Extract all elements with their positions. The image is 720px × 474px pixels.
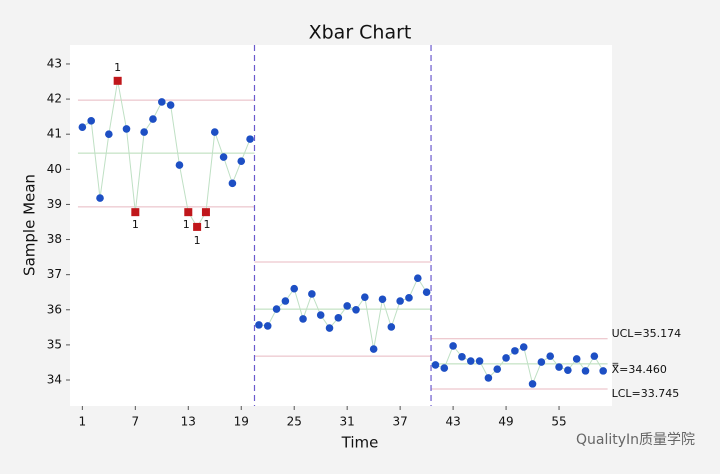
x-tick-label: 55 [551, 415, 566, 429]
y-axis-label: Sample Mean [21, 174, 39, 276]
flagged-point [201, 208, 210, 217]
data-point [590, 352, 599, 360]
data-point [237, 157, 246, 166]
data-point [405, 294, 413, 302]
x-axis-label: Time [341, 434, 379, 452]
data-point [325, 324, 334, 332]
data-point [537, 358, 546, 366]
data-point [149, 115, 157, 123]
data-point [546, 352, 555, 360]
data-point [210, 128, 219, 136]
flag-label: 1 [194, 234, 201, 247]
x-tick-label: 25 [287, 415, 302, 429]
x-tick-label: 1 [79, 415, 87, 429]
data-point [396, 297, 404, 305]
data-point [175, 161, 184, 169]
flag-label: 1 [203, 218, 210, 231]
y-tick-label: 38 [47, 232, 62, 246]
ucl-label: UCL=35.174 [612, 327, 682, 340]
data-point [166, 101, 175, 109]
data-point [475, 357, 484, 365]
data-point [458, 353, 466, 361]
data-point [431, 361, 440, 369]
data-point [255, 321, 263, 329]
data-point [281, 297, 290, 305]
data-point [484, 374, 493, 382]
y-tick-label: 35 [47, 337, 62, 351]
data-point [78, 123, 87, 131]
y-tick-label: 34 [47, 373, 62, 387]
x-tick-label: 49 [498, 415, 513, 429]
data-point [140, 128, 148, 136]
data-point [105, 130, 113, 138]
data-point [599, 367, 607, 375]
data-point [422, 288, 431, 297]
flagged-point [184, 208, 193, 217]
x-tick-label: 7 [132, 415, 140, 429]
data-point [581, 367, 590, 375]
chart-title: Xbar Chart [309, 22, 412, 44]
data-point [361, 293, 369, 301]
data-line [82, 80, 251, 228]
x-tick-label: 31 [340, 415, 355, 429]
flagged-point [193, 222, 202, 231]
y-tick-label: 37 [47, 267, 62, 281]
data-point [519, 343, 528, 351]
flag-label: 1 [132, 218, 139, 231]
data-point [87, 117, 95, 125]
data-point [290, 284, 299, 293]
data-point [466, 357, 475, 365]
lcl-label: LCL=33.745 [612, 387, 680, 400]
data-point [564, 366, 572, 374]
plot-area [70, 45, 612, 406]
data-point [387, 323, 396, 331]
data-point [413, 274, 422, 282]
y-tick-label: 41 [47, 127, 62, 141]
flagged-point [131, 208, 140, 217]
data-point [352, 305, 360, 314]
data-point [378, 295, 387, 304]
data-point [369, 345, 378, 353]
data-point [528, 380, 537, 388]
y-tick-label: 39 [47, 197, 62, 211]
data-point [343, 302, 351, 310]
data-point [511, 347, 519, 355]
center-label: X̿=34.460 [612, 362, 667, 376]
data-point [246, 135, 254, 143]
data-point [96, 194, 104, 202]
data-point [572, 355, 581, 363]
data-point [493, 365, 502, 373]
data-point [555, 363, 563, 371]
x-tick-label: 13 [181, 415, 196, 429]
data-point [308, 290, 316, 298]
x-tick-label: 19 [234, 415, 249, 429]
data-point [440, 364, 449, 372]
data-point [272, 305, 281, 313]
data-point [449, 342, 457, 350]
data-point [122, 125, 131, 133]
y-tick-label: 43 [47, 56, 62, 70]
data-point [228, 179, 237, 188]
flag-label: 1 [114, 61, 121, 74]
data-point [502, 354, 510, 362]
y-tick-label: 36 [47, 302, 62, 316]
data-point [299, 315, 307, 323]
data-point [316, 311, 325, 319]
data-point [263, 322, 272, 330]
flag-label: 1 [183, 218, 190, 231]
y-tick-label: 40 [47, 162, 62, 176]
y-tick-label: 42 [47, 92, 62, 106]
x-tick-label: 37 [393, 415, 408, 429]
flagged-point [113, 76, 122, 85]
data-point [158, 98, 166, 106]
watermark: QualityIn质量学院 [576, 432, 695, 448]
data-point [334, 314, 343, 322]
data-point [219, 153, 228, 161]
x-tick-label: 43 [445, 415, 460, 429]
